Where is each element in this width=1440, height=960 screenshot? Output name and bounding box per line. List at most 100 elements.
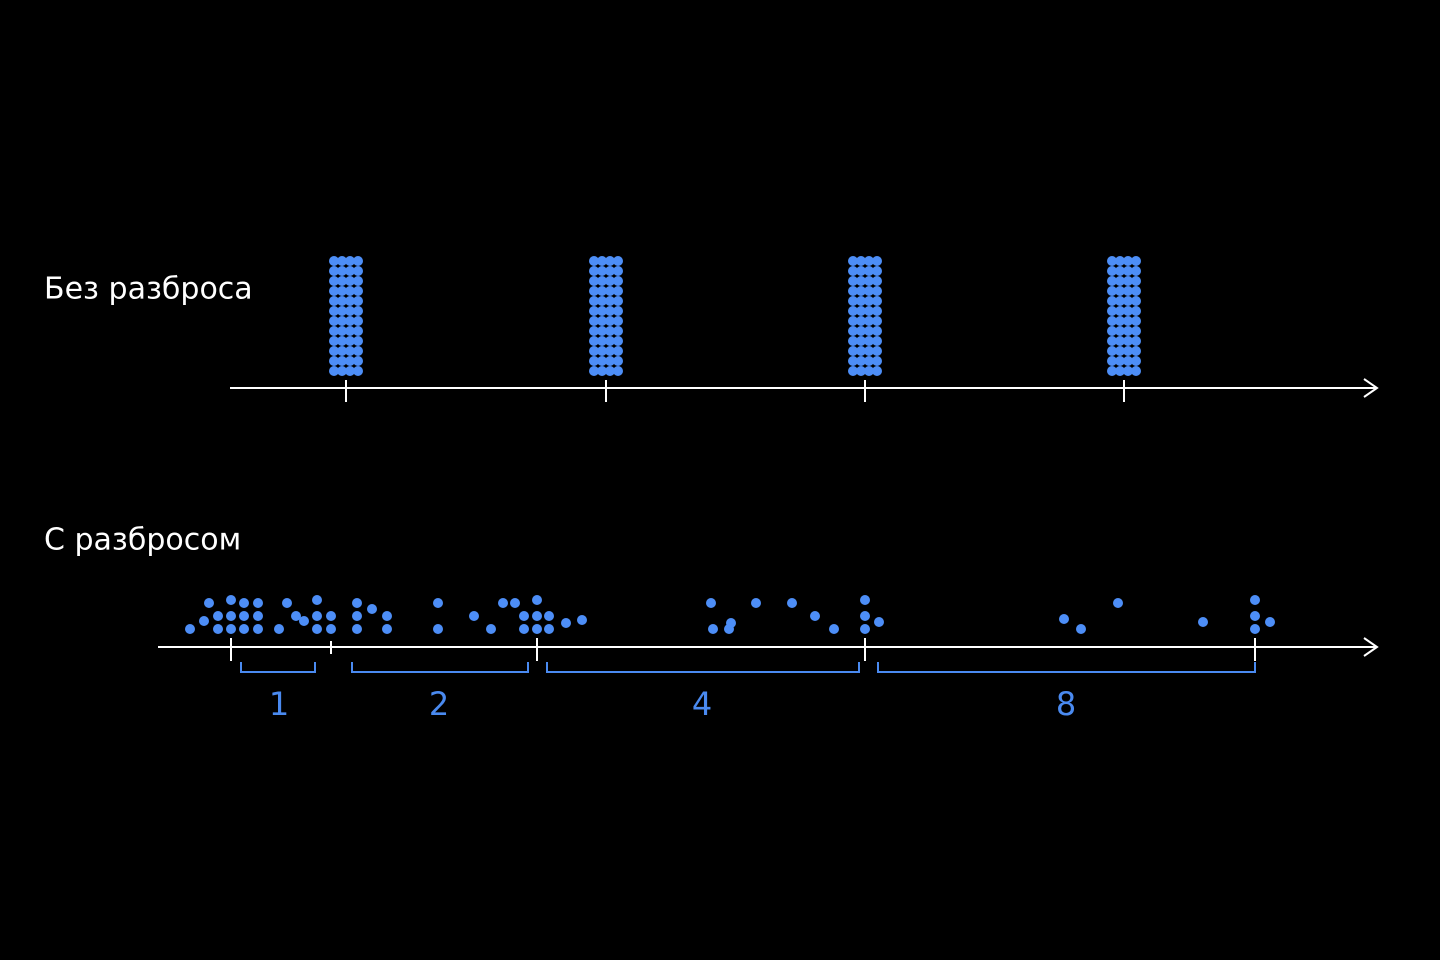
dot	[326, 611, 336, 621]
dot	[519, 611, 529, 621]
axis-bottom	[158, 637, 1379, 661]
dot	[329, 266, 339, 276]
dot	[856, 346, 866, 356]
dot	[872, 346, 882, 356]
dot	[1115, 286, 1125, 296]
interval-label: 2	[429, 685, 449, 723]
dot	[864, 276, 874, 286]
dot	[1113, 598, 1123, 608]
dot	[605, 276, 615, 286]
dot	[1131, 346, 1141, 356]
dot	[864, 316, 874, 326]
ticks	[345, 380, 1125, 402]
dot	[1123, 276, 1133, 286]
dot	[605, 346, 615, 356]
dot	[1123, 346, 1133, 356]
dot	[1076, 624, 1086, 634]
dot	[544, 624, 554, 634]
dot	[597, 366, 607, 376]
dot	[829, 624, 839, 634]
dot	[1115, 256, 1125, 266]
dot	[1115, 316, 1125, 326]
dot	[856, 356, 866, 366]
section-label: Без разброса	[44, 272, 253, 307]
dot	[433, 598, 443, 608]
dot	[1115, 336, 1125, 346]
dot	[1107, 316, 1117, 326]
dot	[312, 624, 322, 634]
dot	[382, 611, 392, 621]
dot	[872, 306, 882, 316]
dot	[872, 366, 882, 376]
dot	[1131, 286, 1141, 296]
dot	[226, 624, 236, 634]
dot	[864, 296, 874, 306]
dot	[597, 296, 607, 306]
axis	[230, 378, 1379, 398]
dot	[382, 624, 392, 634]
dot	[860, 611, 870, 621]
dot	[1107, 336, 1117, 346]
dot	[708, 624, 718, 634]
dot	[597, 256, 607, 266]
dot	[589, 286, 599, 296]
dot	[1107, 356, 1117, 366]
dot	[337, 366, 347, 376]
dot	[605, 326, 615, 336]
dot	[532, 611, 542, 621]
dot	[337, 276, 347, 286]
dot	[613, 306, 623, 316]
dot	[613, 276, 623, 286]
dot	[864, 326, 874, 336]
dot	[345, 346, 355, 356]
interval-label: 4	[692, 685, 712, 723]
dot	[1123, 266, 1133, 276]
dot	[213, 611, 223, 621]
dot	[1123, 256, 1133, 266]
dot	[848, 316, 858, 326]
dot	[1107, 306, 1117, 316]
dot	[872, 256, 882, 266]
dot	[589, 356, 599, 366]
dot	[353, 266, 363, 276]
dot	[345, 266, 355, 276]
dot	[872, 266, 882, 276]
dot	[597, 266, 607, 276]
dot	[329, 276, 339, 286]
axis-top	[230, 378, 1379, 402]
dot	[213, 624, 223, 634]
dot	[856, 296, 866, 306]
dot	[1123, 326, 1133, 336]
dot	[337, 256, 347, 266]
dot	[337, 346, 347, 356]
dot	[856, 336, 866, 346]
dot	[1115, 306, 1125, 316]
dot	[337, 326, 347, 336]
dot	[312, 595, 322, 605]
dot	[226, 595, 236, 605]
dot	[353, 346, 363, 356]
dot	[204, 598, 214, 608]
dot	[329, 296, 339, 306]
dot	[329, 366, 339, 376]
dot	[352, 598, 362, 608]
dot	[848, 366, 858, 376]
bracket	[351, 662, 529, 673]
dot	[282, 598, 292, 608]
dot	[299, 616, 309, 626]
dot	[864, 266, 874, 276]
section-label: С разбросом	[44, 523, 241, 558]
dot	[872, 326, 882, 336]
dot	[532, 595, 542, 605]
dot	[253, 611, 263, 621]
dot	[613, 296, 623, 306]
dot	[848, 276, 858, 286]
dot	[864, 356, 874, 366]
dot	[1123, 286, 1133, 296]
dot	[469, 611, 479, 621]
dot	[1131, 326, 1141, 336]
dot	[329, 306, 339, 316]
dot	[1123, 316, 1133, 326]
